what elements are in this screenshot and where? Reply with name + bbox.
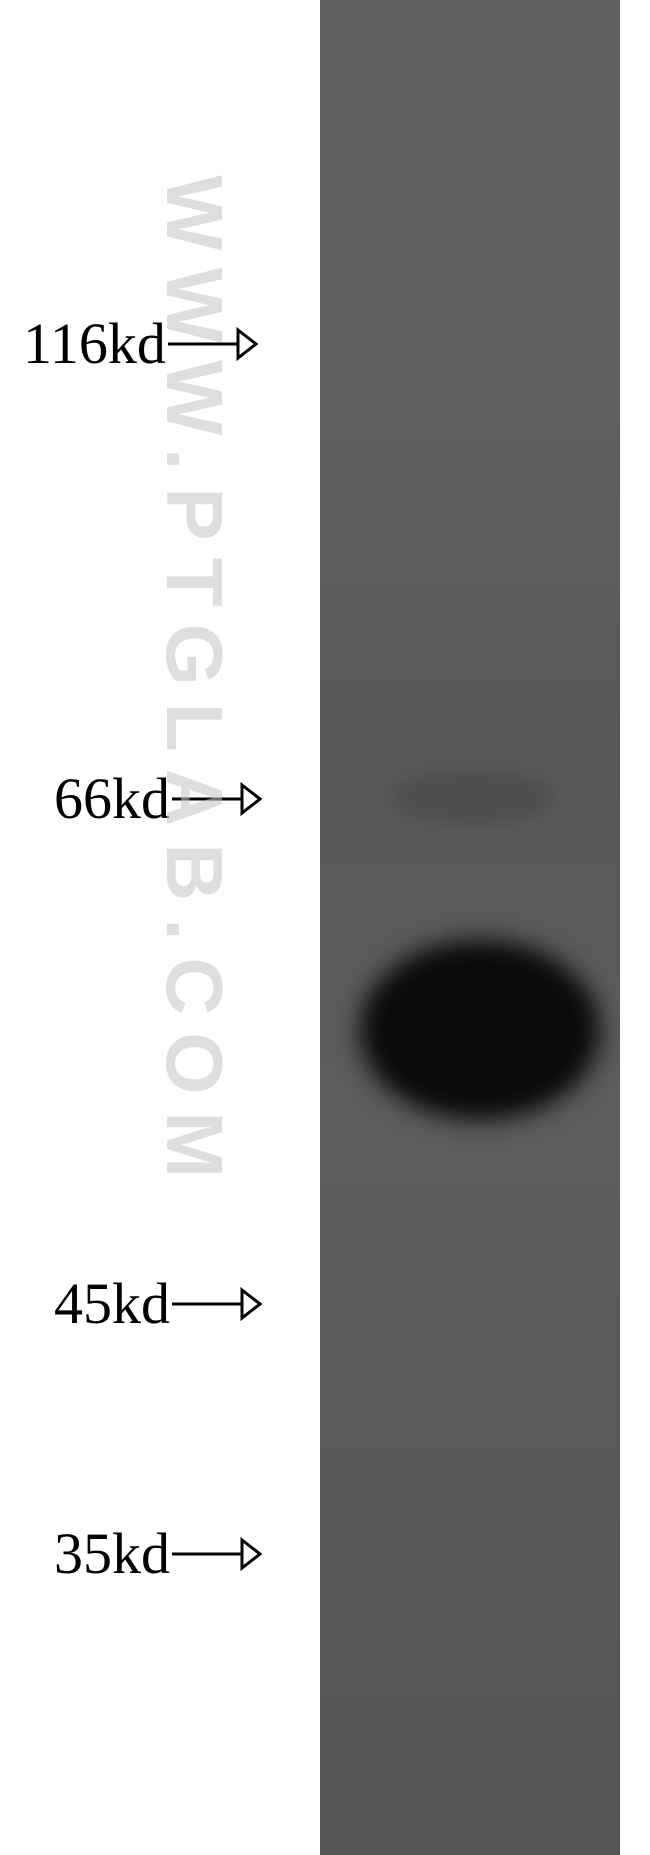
- protein-band-1: [360, 940, 600, 1120]
- molecular-weight-marker-2: 45kd: [54, 1270, 262, 1337]
- western-blot-container: 116kd66kd45kd35kd WWW.PTGLAB.COM: [0, 0, 650, 1855]
- molecular-weight-marker-0: 116kd: [23, 310, 258, 377]
- molecular-weight-marker-3: 35kd: [54, 1520, 262, 1587]
- marker-arrow-icon: [172, 1284, 262, 1324]
- protein-band-0: [390, 770, 555, 825]
- marker-label-text: 35kd: [54, 1520, 170, 1587]
- marker-label-text: 66kd: [54, 765, 170, 832]
- marker-label-text: 116kd: [23, 310, 166, 377]
- blot-lane: [320, 0, 620, 1855]
- marker-label-text: 45kd: [54, 1270, 170, 1337]
- marker-arrow-icon: [168, 324, 258, 364]
- marker-arrow-icon: [172, 1534, 262, 1574]
- molecular-weight-marker-1: 66kd: [54, 765, 262, 832]
- marker-arrow-icon: [172, 779, 262, 819]
